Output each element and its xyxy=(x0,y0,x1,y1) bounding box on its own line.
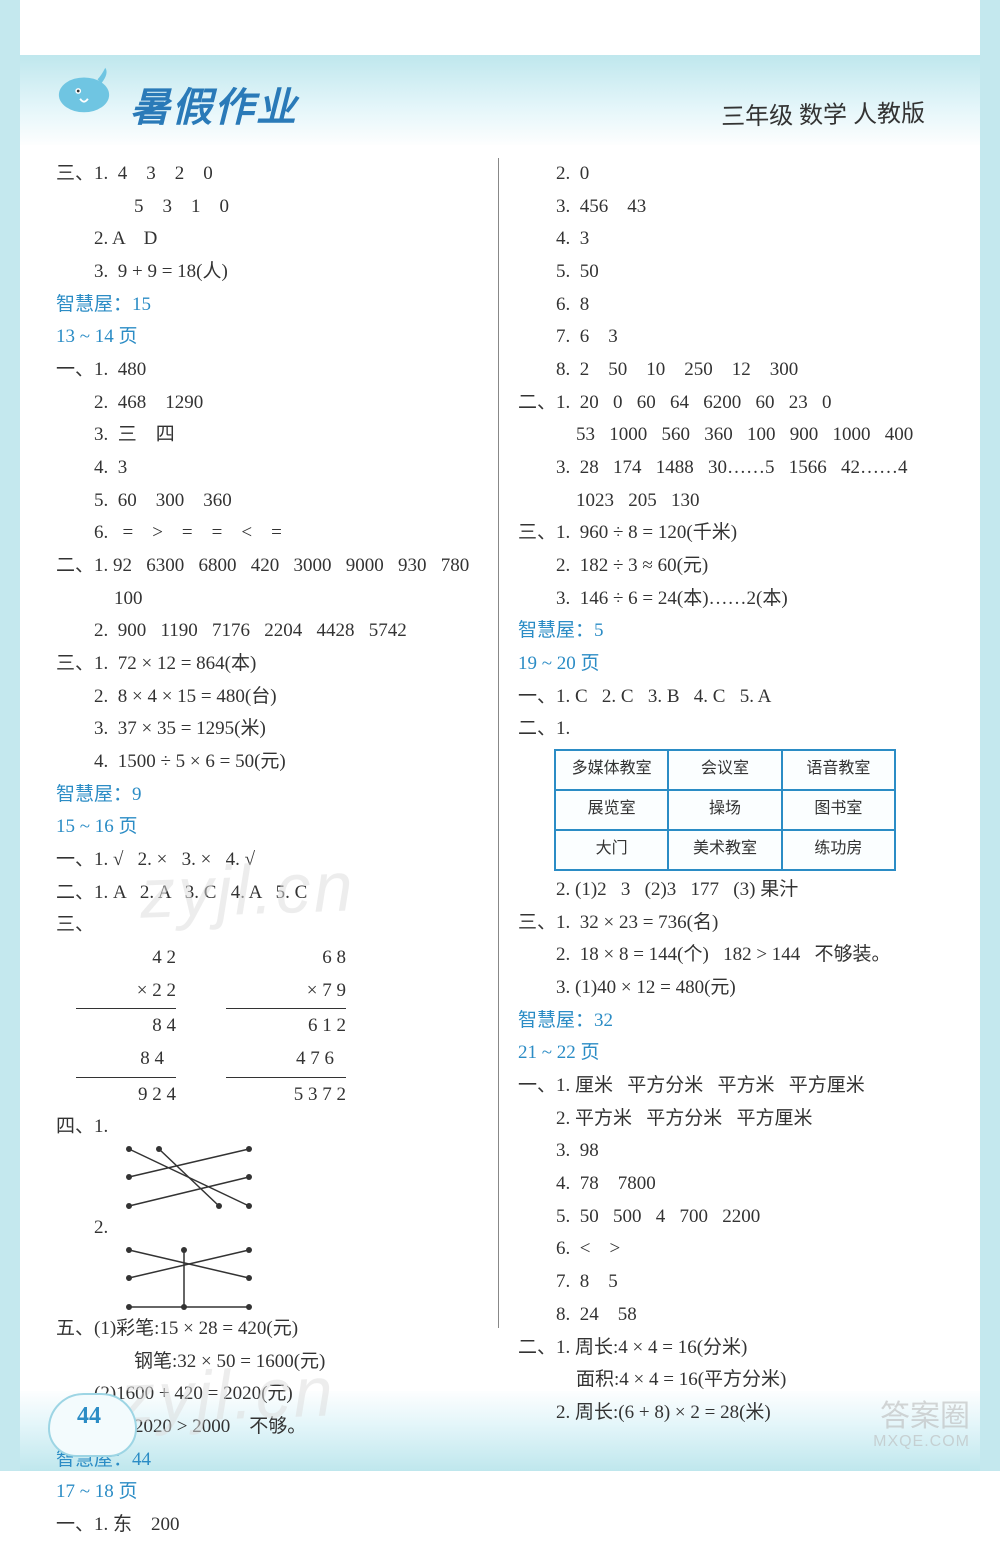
answer-line: 2. 18 × 8 = 144(个) 182 > 144 不够装。 xyxy=(518,939,948,972)
answer-line: 5. 60 300 360 xyxy=(56,485,496,518)
answer-line: 15 ~ 16 页 xyxy=(56,811,496,844)
column-divider xyxy=(498,158,499,1328)
answer-line: 13 ~ 14 页 xyxy=(56,321,496,354)
answer-line: 2. 182 ÷ 3 ≈ 60(元) xyxy=(518,550,948,583)
answer-line: 一、1. C 2. C 3. B 4. C 5. A xyxy=(518,681,948,714)
answer-line: 19 ~ 20 页 xyxy=(518,648,948,681)
answer-line: 智慧屋：9 xyxy=(56,779,496,812)
stamp-line2: MXQE.COM xyxy=(873,1433,970,1451)
answer-line: 6. < > xyxy=(518,1233,948,1266)
answer-line: 3. 28 174 1488 30……5 1566 42……4 xyxy=(518,452,948,485)
stamp-line1: 答案圈 xyxy=(873,1400,970,1433)
room-cell: 操场 xyxy=(668,790,781,830)
floor-plan-diagram: 多媒体教室会议室语音教室展览室操场图书室大门美术教室练功房 xyxy=(554,749,896,871)
answer-line: 三、1. 72 × 12 = 864(本) xyxy=(56,648,496,681)
room-cell: 展览室 xyxy=(555,790,668,830)
answer-line: 3. 456 43 xyxy=(518,191,948,224)
room-cell: 美术教室 xyxy=(668,830,781,870)
answer-line: 5. 50 500 4 700 2200 xyxy=(518,1201,948,1234)
answer-line: 17 ~ 18 页 xyxy=(56,1476,496,1509)
answer-line: 8. 24 58 xyxy=(518,1299,948,1332)
answer-line: 2. (1)2 3 (2)3 177 (3) 果汁 xyxy=(518,874,948,907)
answer-line: 五、(1)彩笔:15 × 28 = 420(元) xyxy=(56,1313,496,1346)
answer-line: 四、1. xyxy=(56,1111,496,1144)
answer-line: 面积:4 × 4 = 16(平方分米) xyxy=(518,1364,948,1397)
answer-line: 5 3 1 0 xyxy=(56,191,496,224)
answer-line: 4. 3 xyxy=(56,452,496,485)
answer-line: 二、1. A 2. A 3. C 4. A 5. C xyxy=(56,877,496,910)
answer-line: 一、1. 厘米 平方分米 平方米 平方厘米 xyxy=(518,1070,948,1103)
answer-line: 6. = > = = < = xyxy=(56,517,496,550)
answer-line: 2. 468 1290 xyxy=(56,387,496,420)
room-cell: 语音教室 xyxy=(782,750,895,790)
answer-line: 三、1. 960 ÷ 8 = 120(千米) xyxy=(518,517,948,550)
answer-line: 2. 8 × 4 × 15 = 480(台) xyxy=(56,681,496,714)
answer-line: 4. 78 7800 xyxy=(518,1168,948,1201)
answer-line: 2. 0 xyxy=(518,158,948,191)
answer-line: 3. 98 xyxy=(518,1135,948,1168)
answer-line: 智慧屋：5 xyxy=(518,615,948,648)
answer-line: 2. A D xyxy=(56,223,496,256)
answer-line: 2. xyxy=(56,1212,496,1245)
book-title: 暑假作业 xyxy=(130,75,298,133)
matching-diagram-1 xyxy=(124,1144,254,1212)
answer-line: 1023 205 130 xyxy=(518,485,948,518)
answer-line: 3. 146 ÷ 6 = 24(本)……2(本) xyxy=(518,583,948,616)
answer-line: 4. 3 xyxy=(518,223,948,256)
answer-line: 二、1. 20 0 60 64 6200 60 23 0 xyxy=(518,387,948,420)
answer-line: 三、1. 4 3 2 0 xyxy=(56,158,496,191)
answer-line: 智慧屋：15 xyxy=(56,289,496,322)
room-cell: 会议室 xyxy=(668,750,781,790)
answer-line: 5. 50 xyxy=(518,256,948,289)
answer-line: 三、 xyxy=(56,909,496,942)
answer-line: 100 xyxy=(56,583,496,616)
room-cell: 大门 xyxy=(555,830,668,870)
answer-line: 53 1000 560 360 100 900 1000 400 xyxy=(518,419,948,452)
answer-line: 8. 2 50 10 250 12 300 xyxy=(518,354,948,387)
source-stamp: 答案圈 MXQE.COM xyxy=(873,1400,970,1451)
page-edge-left xyxy=(0,0,20,1471)
answer-line: 二、1. 周长:4 × 4 = 16(分米) xyxy=(518,1332,948,1365)
answer-line: 2. 900 1190 7176 2204 4428 5742 xyxy=(56,615,496,648)
answer-line: 智慧屋：32 xyxy=(518,1005,948,1038)
answer-line: 三、1. 32 × 23 = 736(名) xyxy=(518,907,948,940)
answer-line: 3. 9 + 9 = 18(人) xyxy=(56,256,496,289)
answer-line: 2. 平方米 平方分米 平方厘米 xyxy=(518,1103,948,1136)
answer-line: 钢笔:32 × 50 = 1600(元) xyxy=(56,1346,496,1379)
answer-line: 一、1. 480 xyxy=(56,354,496,387)
answer-line: 3. (1)40 × 12 = 480(元) xyxy=(518,972,948,1005)
answer-line: 二、1. xyxy=(518,713,948,746)
whale-logo-icon xyxy=(55,62,113,120)
answer-line: 一、1. √ 2. × 3. × 4. √ xyxy=(56,844,496,877)
answer-line: 6. 8 xyxy=(518,289,948,322)
answer-line: 21 ~ 22 页 xyxy=(518,1037,948,1070)
left-column: 三、1. 4 3 2 05 3 1 02. A D3. 9 + 9 = 18(人… xyxy=(56,158,496,1542)
answer-line: 一、1. 东 200 xyxy=(56,1509,496,1542)
room-cell: 多媒体教室 xyxy=(555,750,668,790)
grade-subject: 三年级 数学 人教版 xyxy=(721,93,926,132)
room-cell: 练功房 xyxy=(782,830,895,870)
answer-line: 7. 6 3 xyxy=(518,321,948,354)
long-multiplication: 4 2 × 2 2 8 4 8 4 9 2 4 6 8 × 7 9 6 1 2 … xyxy=(56,942,496,1111)
answer-line: 3. 三 四 xyxy=(56,419,496,452)
answer-line: 4. 1500 ÷ 5 × 6 = 50(元) xyxy=(56,746,496,779)
room-cell: 图书室 xyxy=(782,790,895,830)
page-number: 44 xyxy=(64,1403,114,1443)
matching-diagram-2 xyxy=(124,1245,254,1313)
page-edge-right xyxy=(980,0,1000,1471)
answer-line: 7. 8 5 xyxy=(518,1266,948,1299)
right-column: 2. 03. 456 434. 35. 506. 87. 6 38. 2 50 … xyxy=(518,158,948,1430)
answer-line: 二、1. 92 6300 6800 420 3000 9000 930 780 xyxy=(56,550,496,583)
answer-line: 3. 37 × 35 = 1295(米) xyxy=(56,713,496,746)
